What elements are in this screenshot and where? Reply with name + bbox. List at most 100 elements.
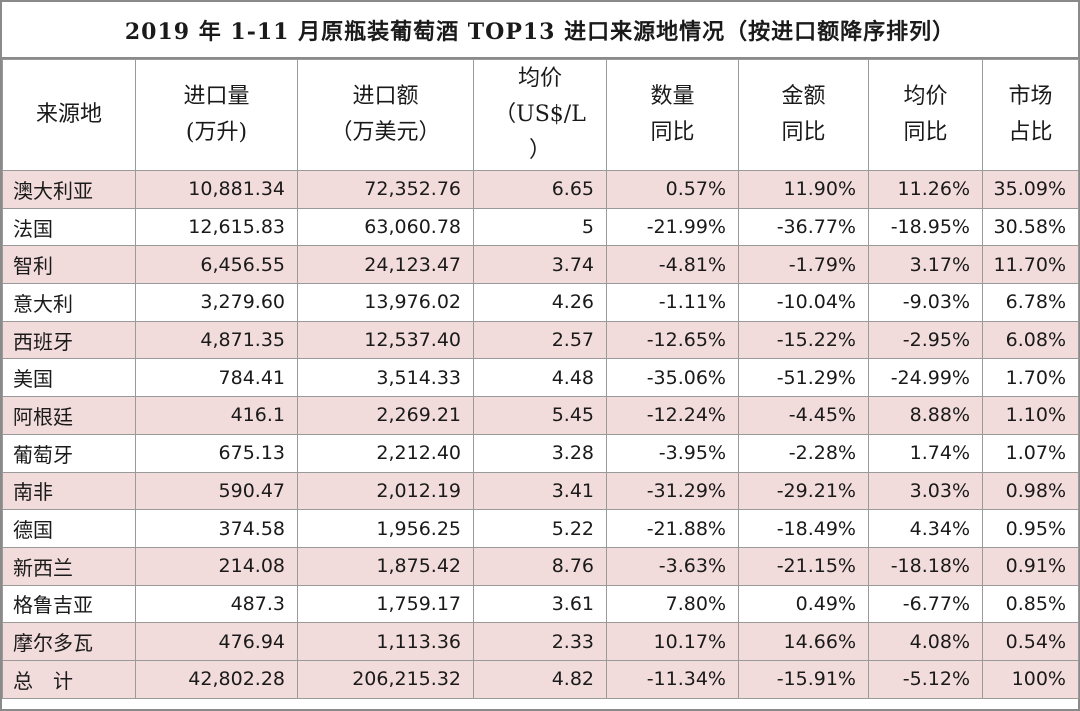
value-cell: 4.48 [473,358,607,398]
column-header-line: 金额 [781,84,826,109]
origin-cell: 美国 [2,358,136,398]
value-cell: 2,269.21 [297,396,474,435]
value-cell: -15.22% [738,320,869,360]
value-cell: -51.29% [738,358,869,398]
value-cell: 3.41 [473,471,607,511]
table-row: 格鲁吉亚 487.3 1,759.17 3.61 7.80% 0.49% -6.77% 0.8… [2,584,1079,624]
value-cell: 42,802.28 [135,659,298,699]
value-cell: 4.82 [473,659,607,699]
value-cell: 3.74 [473,245,607,285]
origin-cell: 意大利 [2,283,136,322]
value-cell: 374.58 [135,509,298,548]
value-cell: -5.12% [868,659,983,699]
column-header: 均价 （US$/L ） [473,59,607,171]
value-cell: 206,215.32 [297,659,474,699]
origin-cell: 西班牙 [2,320,136,360]
value-cell: 14.66% [738,622,869,661]
value-cell: 2.33 [473,622,607,661]
value-cell: -18.95% [868,207,983,247]
value-cell: 100% [982,659,1079,699]
value-cell: 2.57 [473,320,607,360]
value-cell: -35.06% [606,358,739,398]
origin-cell: 澳大利亚 [2,170,136,209]
column-header: 金额 同比 [738,59,869,171]
value-cell: 2,012.19 [297,471,474,511]
value-cell: 3.17% [868,245,983,285]
value-cell: 8.76 [473,546,607,586]
value-cell: 12,537.40 [297,320,474,360]
value-cell: 11.70% [982,245,1079,285]
column-header: 进口额 （万美元） [297,59,474,171]
column-header-line: （万美元） [330,120,441,145]
origin-cell: 德国 [2,509,136,548]
column-header-line: 同比 [650,120,695,145]
value-cell: -2.95% [868,320,983,360]
column-header-line: 同比 [903,120,948,145]
value-cell: 11.26% [868,170,983,209]
value-cell: 1,875.42 [297,546,474,586]
origin-cell: 智利 [2,245,136,285]
column-header-line: 均价 [517,66,562,91]
table-row: 葡萄牙 675.13 2,212.40 3.28 -3.95% -2.28% 1.74% 1.… [2,433,1079,473]
value-cell: 4.26 [473,283,607,322]
origin-cell: 葡萄牙 [2,433,136,473]
value-cell: 6,456.55 [135,245,298,285]
value-cell: 0.91% [982,546,1079,586]
origin-cell: 总 计 [2,659,136,699]
table-title: 2019 年 1-11 月原瓶装葡萄酒 TOP13 进口来源地情况（按进口额降序… [2,2,1078,59]
value-cell: -11.34% [606,659,739,699]
table-row: 法国 12,615.83 63,060.78 5 -21.99% -36.77% -18.9… [2,207,1079,247]
table-body: 澳大利亚 10,881.34 72,352.76 6.65 0.57% 11.90% 11.… [2,170,1079,699]
origin-cell: 法国 [2,207,136,247]
value-cell: -9.03% [868,283,983,322]
value-cell: -18.18% [868,546,983,586]
column-header-line: 均价 [903,84,948,109]
value-cell: -21.15% [738,546,869,586]
column-header: 数量 同比 [606,59,739,171]
value-cell: 0.85% [982,584,1079,624]
value-cell: 4.34% [868,509,983,548]
value-cell: 1.74% [868,433,983,473]
value-cell: -29.21% [738,471,869,511]
value-cell: -12.65% [606,320,739,360]
value-cell: 590.47 [135,471,298,511]
table-row: 智利 6,456.55 24,123.47 3.74 -4.81% -1.79% 3.17%… [2,245,1079,285]
origin-cell: 格鲁吉亚 [2,584,136,624]
origin-cell: 南非 [2,471,136,511]
value-cell: 487.3 [135,584,298,624]
table-row: 新西兰 214.08 1,875.42 8.76 -3.63% -21.15% -18.18… [2,546,1079,586]
value-cell: 2,212.40 [297,433,474,473]
column-header-line: 同比 [781,120,826,145]
column-header-line: 进口量 [183,84,250,109]
table-row: 西班牙 4,871.35 12,537.40 2.57 -12.65% -15.22% -2… [2,320,1079,360]
value-cell: 11.90% [738,170,869,209]
value-cell: 7.80% [606,584,739,624]
wine-import-table: 来源地 进口量 (万升) 进口额 （万美元） 均价 （US$/L）数量 同比 金额 同比 均价 同比市… [2,59,1079,699]
value-cell: 214.08 [135,546,298,586]
value-cell: 8.88% [868,396,983,435]
value-cell: 63,060.78 [297,207,474,247]
value-cell: -18.49% [738,509,869,548]
value-cell: -3.63% [606,546,739,586]
value-cell: 0.54% [982,622,1079,661]
value-cell: 3,279.60 [135,283,298,322]
value-cell: -4.45% [738,396,869,435]
value-cell: 784.41 [135,358,298,398]
value-cell: 0.98% [982,471,1079,511]
table-row: 美国 784.41 3,514.33 4.48 -35.06% -51.29% -24.99… [2,358,1079,398]
total-row: 总 计 42,802.28 206,215.32 4.82 -11.34% -15.91%… [2,659,1079,699]
value-cell: 1.10% [982,396,1079,435]
value-cell: -21.99% [606,207,739,247]
value-cell: -4.81% [606,245,739,285]
column-header-line: （US$/L [494,102,586,127]
value-cell: 6.08% [982,320,1079,360]
value-cell: 0.49% [738,584,869,624]
value-cell: 72,352.76 [297,170,474,209]
value-cell: -12.24% [606,396,739,435]
value-cell: 3,514.33 [297,358,474,398]
value-cell: 1.07% [982,433,1079,473]
value-cell: -6.77% [868,584,983,624]
column-header-line: ） [528,138,551,163]
value-cell: 6.65 [473,170,607,209]
